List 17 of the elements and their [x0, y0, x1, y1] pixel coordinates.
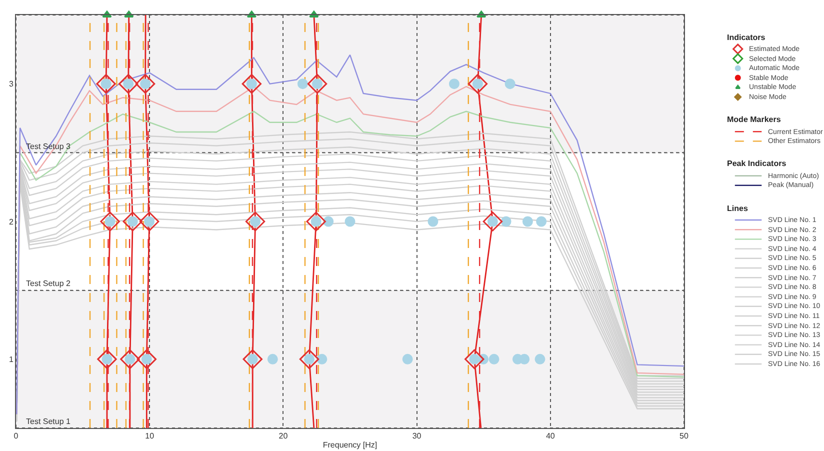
x-tick-label: 30 — [412, 432, 422, 441]
text: Mode Markers — [727, 115, 781, 124]
text: Peak Indicators — [727, 159, 786, 168]
text: Indicators — [727, 33, 766, 42]
band-label: Test Setup 3 — [26, 142, 72, 151]
y-tick-label: 3 — [8, 80, 14, 89]
x-tick-label: 40 — [546, 432, 556, 441]
x-tick-label: 10 — [145, 432, 155, 441]
x-tick-label: 50 — [680, 432, 689, 441]
x-axis-title: Frequency [Hz] — [322, 440, 378, 450]
x-tick-label: 0 — [14, 432, 19, 441]
x-tick-label: 20 — [278, 432, 288, 441]
y-tick-label: 2 — [8, 217, 14, 226]
y-tick-label: 1 — [8, 354, 14, 364]
band-label: Test Setup 2 — [26, 279, 72, 288]
band-label: Test Setup 1 — [26, 417, 72, 426]
text: Lines — [727, 204, 748, 213]
